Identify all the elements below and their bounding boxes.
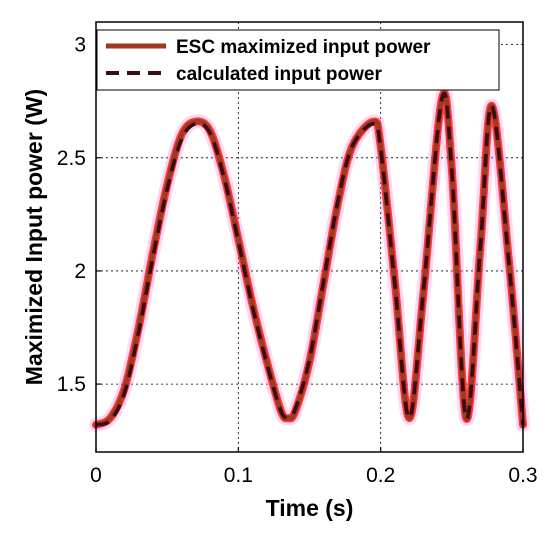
series-layer [89,86,530,432]
x-axis-label: Time (s) [266,495,354,521]
y-tick-label-1: 2 [74,260,86,283]
y-axis-label: Maximized Input power (W) [21,89,47,385]
x-tick-label-1: 0.1 [224,464,253,487]
legend-box [96,29,500,91]
tick-labels: 0 0.1 0.2 0.3 1.5 2 2.5 3 [57,34,538,487]
plot-frame [95,21,524,453]
series-esc-line [93,90,526,428]
x-tick-label-2: 0.2 [366,464,395,487]
x-tick-label-3: 0.3 [508,464,537,487]
series-calculated-line [95,91,525,427]
x-tick-label-0: 0 [90,464,102,487]
y-tick-label-0: 1.5 [57,373,86,396]
legend: ESC maximized input power calculated inp… [96,29,500,91]
y-tick-label-2: 2.5 [57,147,86,170]
legend-label-esc: ESC maximized input power [176,37,431,58]
y-tick-label-3: 3 [74,34,86,57]
legend-label-calculated: calculated input power [176,64,382,85]
